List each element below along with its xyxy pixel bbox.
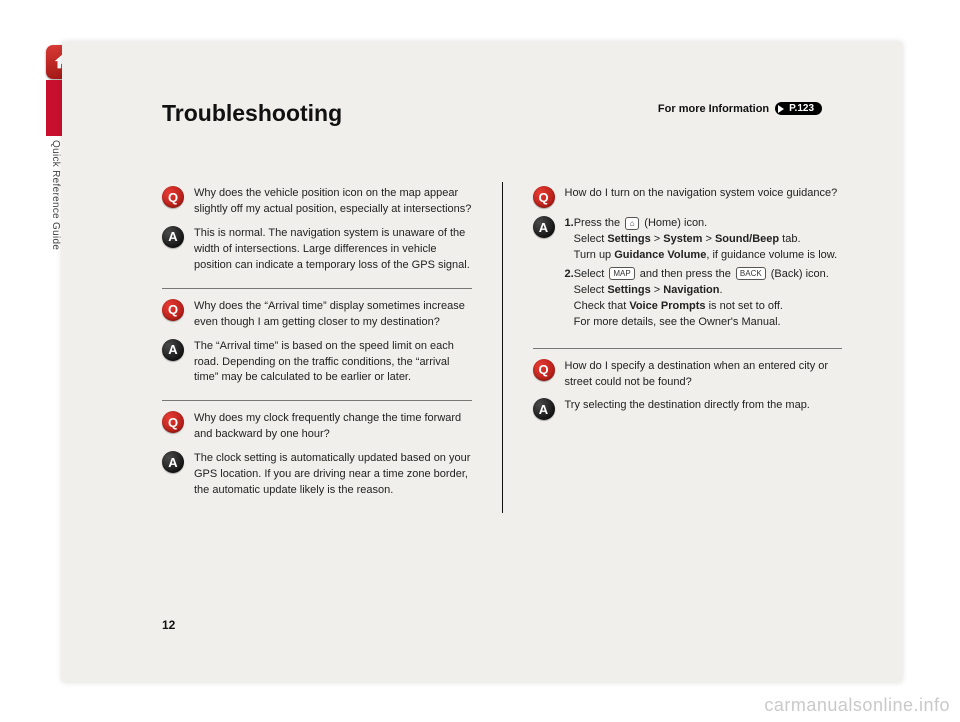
qa-block: Q Why does the vehicle position icon on … [162,182,472,278]
divider [162,288,472,289]
qa-block: Q How do I turn on the navigation system… [533,182,843,338]
answer-text: The clock setting is automatically updat… [194,451,472,499]
a-badge-icon: A [162,339,184,361]
q-badge-icon: Q [162,299,184,321]
answer-text: This is normal. The navigation system is… [194,226,472,274]
step-number: 2. [565,268,574,280]
column-separator [502,182,503,513]
left-column: Q Why does the vehicle position icon on … [162,182,472,513]
right-column: Q How do I turn on the navigation system… [533,182,843,513]
answer-text: The “Arrival time” is based on the speed… [194,339,472,387]
q-badge-icon: Q [162,411,184,433]
manual-page: Troubleshooting For more Information P.1… [62,42,902,682]
divider [533,348,843,349]
step-number: 1. [565,217,574,229]
more-info-label: For more Information [658,103,769,115]
q-badge-icon: Q [533,359,555,381]
home-button-icon: ⌂ [625,217,639,230]
qa-block: Q How do I specify a destination when an… [533,355,843,425]
more-info: For more Information P.123 [658,102,822,115]
qa-block: Q Why does my clock frequently change th… [162,407,472,503]
page-number: 12 [162,618,175,632]
question-text: Why does my clock frequently change the … [194,411,472,443]
a-badge-icon: A [533,216,555,238]
map-button-icon: MAP [609,267,634,280]
a-badge-icon: A [162,226,184,248]
divider [162,400,472,401]
watermark: carmanualsonline.info [764,695,950,716]
qa-block: Q Why does the “Arrival time” display so… [162,295,472,391]
answer-steps: 1.Press the ⌂ (Home) icon. Select Settin… [565,216,838,334]
question-text: Why does the vehicle position icon on th… [194,186,472,218]
page-title: Troubleshooting [162,100,342,127]
side-label: Quick Reference Guide [50,140,61,250]
q-badge-icon: Q [162,186,184,208]
back-button-icon: BACK [736,267,766,280]
question-text: How do I specify a destination when an e… [565,359,843,391]
page-ref-pill[interactable]: P.123 [775,102,822,115]
content-columns: Q Why does the vehicle position icon on … [162,182,842,513]
a-badge-icon: A [533,398,555,420]
question-text: How do I turn on the navigation system v… [565,186,838,202]
answer-text: Try selecting the destination directly f… [565,398,810,414]
question-text: Why does the “Arrival time” display some… [194,299,472,331]
a-badge-icon: A [162,451,184,473]
q-badge-icon: Q [533,186,555,208]
